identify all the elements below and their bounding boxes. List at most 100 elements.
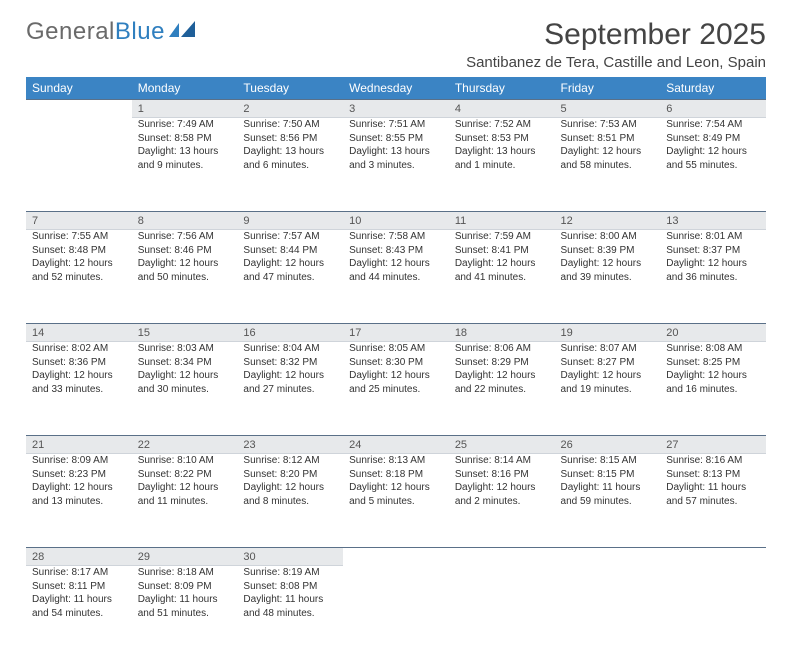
day-d2: and 9 minutes. xyxy=(138,159,232,173)
day-d2: and 58 minutes. xyxy=(561,159,655,173)
day-number: 17 xyxy=(343,324,449,342)
day-number: 25 xyxy=(449,436,555,454)
day-cell: Sunrise: 8:01 AMSunset: 8:37 PMDaylight:… xyxy=(660,230,766,324)
day-sr: Sunrise: 7:54 AM xyxy=(666,118,760,132)
day-cell: Sunrise: 8:09 AMSunset: 8:23 PMDaylight:… xyxy=(26,454,132,548)
day-cell: Sunrise: 7:54 AMSunset: 8:49 PMDaylight:… xyxy=(660,118,766,212)
day-d2: and 33 minutes. xyxy=(32,383,126,397)
day-of-week-row: Sunday Monday Tuesday Wednesday Thursday… xyxy=(26,77,766,100)
day-sr: Sunrise: 7:51 AM xyxy=(349,118,443,132)
day-number: 28 xyxy=(26,548,132,566)
day-cell: Sunrise: 8:04 AMSunset: 8:32 PMDaylight:… xyxy=(237,342,343,436)
day-sr: Sunrise: 8:05 AM xyxy=(349,342,443,356)
day-cell: Sunrise: 8:08 AMSunset: 8:25 PMDaylight:… xyxy=(660,342,766,436)
week-number-row: 78910111213 xyxy=(26,212,766,230)
day-cell: Sunrise: 7:57 AMSunset: 8:44 PMDaylight:… xyxy=(237,230,343,324)
week-body-row: Sunrise: 8:09 AMSunset: 8:23 PMDaylight:… xyxy=(26,454,766,548)
day-sr: Sunrise: 7:56 AM xyxy=(138,230,232,244)
title-block: September 2025 Santibanez de Tera, Casti… xyxy=(466,18,766,71)
day-sr: Sunrise: 8:01 AM xyxy=(666,230,760,244)
day-d2: and 41 minutes. xyxy=(455,271,549,285)
day-ss: Sunset: 8:22 PM xyxy=(138,468,232,482)
day-d1: Daylight: 12 hours xyxy=(138,257,232,271)
brand-part1: General xyxy=(26,18,115,46)
day-number: 19 xyxy=(555,324,661,342)
day-sr: Sunrise: 7:57 AM xyxy=(243,230,337,244)
day-ss: Sunset: 8:34 PM xyxy=(138,356,232,370)
week-body-row: Sunrise: 7:49 AMSunset: 8:58 PM Daylight:… xyxy=(26,118,766,212)
day-d2: and 2 minutes. xyxy=(455,495,549,509)
day-ss: Sunset: 8:09 PM xyxy=(138,580,232,594)
day-ss: Sunset: 8:46 PM xyxy=(138,244,232,258)
day-cell: Sunrise: 7:51 AMSunset: 8:55 PMDaylight:… xyxy=(343,118,449,212)
day-ss: Sunset: 8:41 PM xyxy=(455,244,549,258)
day-ss: Sunset: 8:58 PM xyxy=(138,132,232,146)
day-sr: Sunrise: 7:49 AM xyxy=(138,118,232,132)
day-d1: Daylight: 11 hours xyxy=(32,593,126,607)
day-number: 26 xyxy=(555,436,661,454)
day-d1: Daylight: 13 hours xyxy=(349,145,443,159)
dow-saturday: Saturday xyxy=(660,77,766,100)
day-d1: Daylight: 12 hours xyxy=(349,481,443,495)
day-d2: and 5 minutes. xyxy=(349,495,443,509)
day-d1: Daylight: 12 hours xyxy=(561,145,655,159)
day-ss: Sunset: 8:15 PM xyxy=(561,468,655,482)
day-ss: Sunset: 8:53 PM xyxy=(455,132,549,146)
day-number: 14 xyxy=(26,324,132,342)
day-d2: and 48 minutes. xyxy=(243,607,337,621)
day-ss: Sunset: 8:16 PM xyxy=(455,468,549,482)
brand-part2: Blue xyxy=(115,18,165,46)
day-sr: Sunrise: 8:18 AM xyxy=(138,566,232,580)
day-d2: and 39 minutes. xyxy=(561,271,655,285)
logo-mark-icon xyxy=(169,18,199,46)
day-d2: and 22 minutes. xyxy=(455,383,549,397)
day-cell: Sunrise: 7:49 AMSunset: 8:58 PMDaylight:… xyxy=(132,118,238,212)
week-number-row: 123456 xyxy=(26,100,766,118)
day-ss: Sunset: 8:48 PM xyxy=(32,244,126,258)
day-cell xyxy=(449,566,555,660)
day-ss: Sunset: 8:13 PM xyxy=(666,468,760,482)
week-number-row: 282930 xyxy=(26,548,766,566)
day-d1: Daylight: 11 hours xyxy=(138,593,232,607)
day-d1: Daylight: 12 hours xyxy=(243,369,337,383)
day-number: 30 xyxy=(237,548,343,566)
day-d1: Daylight: 12 hours xyxy=(349,369,443,383)
day-d2: and 51 minutes. xyxy=(138,607,232,621)
day-d1: Daylight: 12 hours xyxy=(138,481,232,495)
day-cell: Sunrise: 8:10 AMSunset: 8:22 PMDaylight:… xyxy=(132,454,238,548)
day-d1: Daylight: 11 hours xyxy=(666,481,760,495)
day-cell: Sunrise: 8:17 AMSunset: 8:11 PMDaylight:… xyxy=(26,566,132,660)
day-ss: Sunset: 8:55 PM xyxy=(349,132,443,146)
day-ss: Sunset: 8:44 PM xyxy=(243,244,337,258)
day-d2: and 59 minutes. xyxy=(561,495,655,509)
day-ss: Sunset: 8:51 PM xyxy=(561,132,655,146)
calendar-table: Sunday Monday Tuesday Wednesday Thursday… xyxy=(26,77,766,660)
day-d1: Daylight: 11 hours xyxy=(561,481,655,495)
day-sr: Sunrise: 8:02 AM xyxy=(32,342,126,356)
day-cell: Sunrise: 7:53 AMSunset: 8:51 PMDaylight:… xyxy=(555,118,661,212)
day-number: 5 xyxy=(555,100,661,118)
day-sr: Sunrise: 8:09 AM xyxy=(32,454,126,468)
day-d2: and 44 minutes. xyxy=(349,271,443,285)
day-cell xyxy=(555,566,661,660)
day-number xyxy=(26,100,132,118)
day-sr: Sunrise: 8:10 AM xyxy=(138,454,232,468)
week-body-row: Sunrise: 7:55 AMSunset: 8:48 PMDaylight:… xyxy=(26,230,766,324)
day-cell: Sunrise: 7:59 AMSunset: 8:41 PMDaylight:… xyxy=(449,230,555,324)
day-number: 8 xyxy=(132,212,238,230)
dow-tuesday: Tuesday xyxy=(237,77,343,100)
day-cell: Sunrise: 8:13 AMSunset: 8:18 PMDaylight:… xyxy=(343,454,449,548)
day-sr: Sunrise: 7:59 AM xyxy=(455,230,549,244)
day-d2: and 52 minutes. xyxy=(32,271,126,285)
day-cell: Sunrise: 8:03 AMSunset: 8:34 PMDaylight:… xyxy=(132,342,238,436)
dow-wednesday: Wednesday xyxy=(343,77,449,100)
day-cell: Sunrise: 7:50 AMSunset: 8:56 PMDaylight:… xyxy=(237,118,343,212)
day-d1: Daylight: 12 hours xyxy=(455,257,549,271)
day-d2: and 13 minutes. xyxy=(32,495,126,509)
day-cell: Sunrise: 7:56 AMSunset: 8:46 PMDaylight:… xyxy=(132,230,238,324)
day-cell: Sunrise: 8:12 AMSunset: 8:20 PMDaylight:… xyxy=(237,454,343,548)
day-d1: Daylight: 12 hours xyxy=(243,257,337,271)
day-d1: Daylight: 12 hours xyxy=(138,369,232,383)
day-cell xyxy=(343,566,449,660)
day-d2: and 8 minutes. xyxy=(243,495,337,509)
